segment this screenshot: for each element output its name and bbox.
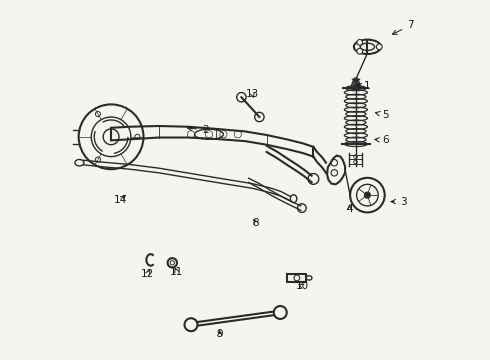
Circle shape	[364, 192, 371, 199]
Text: 12: 12	[141, 269, 154, 279]
Circle shape	[376, 44, 382, 50]
Text: 3: 3	[391, 197, 407, 207]
Text: 7: 7	[392, 20, 414, 34]
Text: 4: 4	[346, 204, 353, 214]
Text: 1: 1	[357, 81, 371, 91]
Circle shape	[274, 306, 287, 319]
Ellipse shape	[354, 40, 381, 54]
Text: 13: 13	[245, 89, 259, 99]
Text: 10: 10	[296, 281, 309, 291]
Circle shape	[185, 318, 197, 331]
Text: 2: 2	[188, 125, 209, 135]
Ellipse shape	[306, 276, 312, 280]
Text: 9: 9	[217, 329, 223, 339]
Circle shape	[357, 48, 363, 54]
Circle shape	[357, 40, 363, 45]
Text: 6: 6	[375, 135, 389, 145]
Text: 5: 5	[375, 110, 389, 120]
Polygon shape	[327, 156, 345, 184]
Circle shape	[350, 178, 385, 212]
Text: 14: 14	[114, 195, 127, 205]
Text: 8: 8	[252, 218, 259, 228]
Text: 11: 11	[170, 267, 183, 277]
